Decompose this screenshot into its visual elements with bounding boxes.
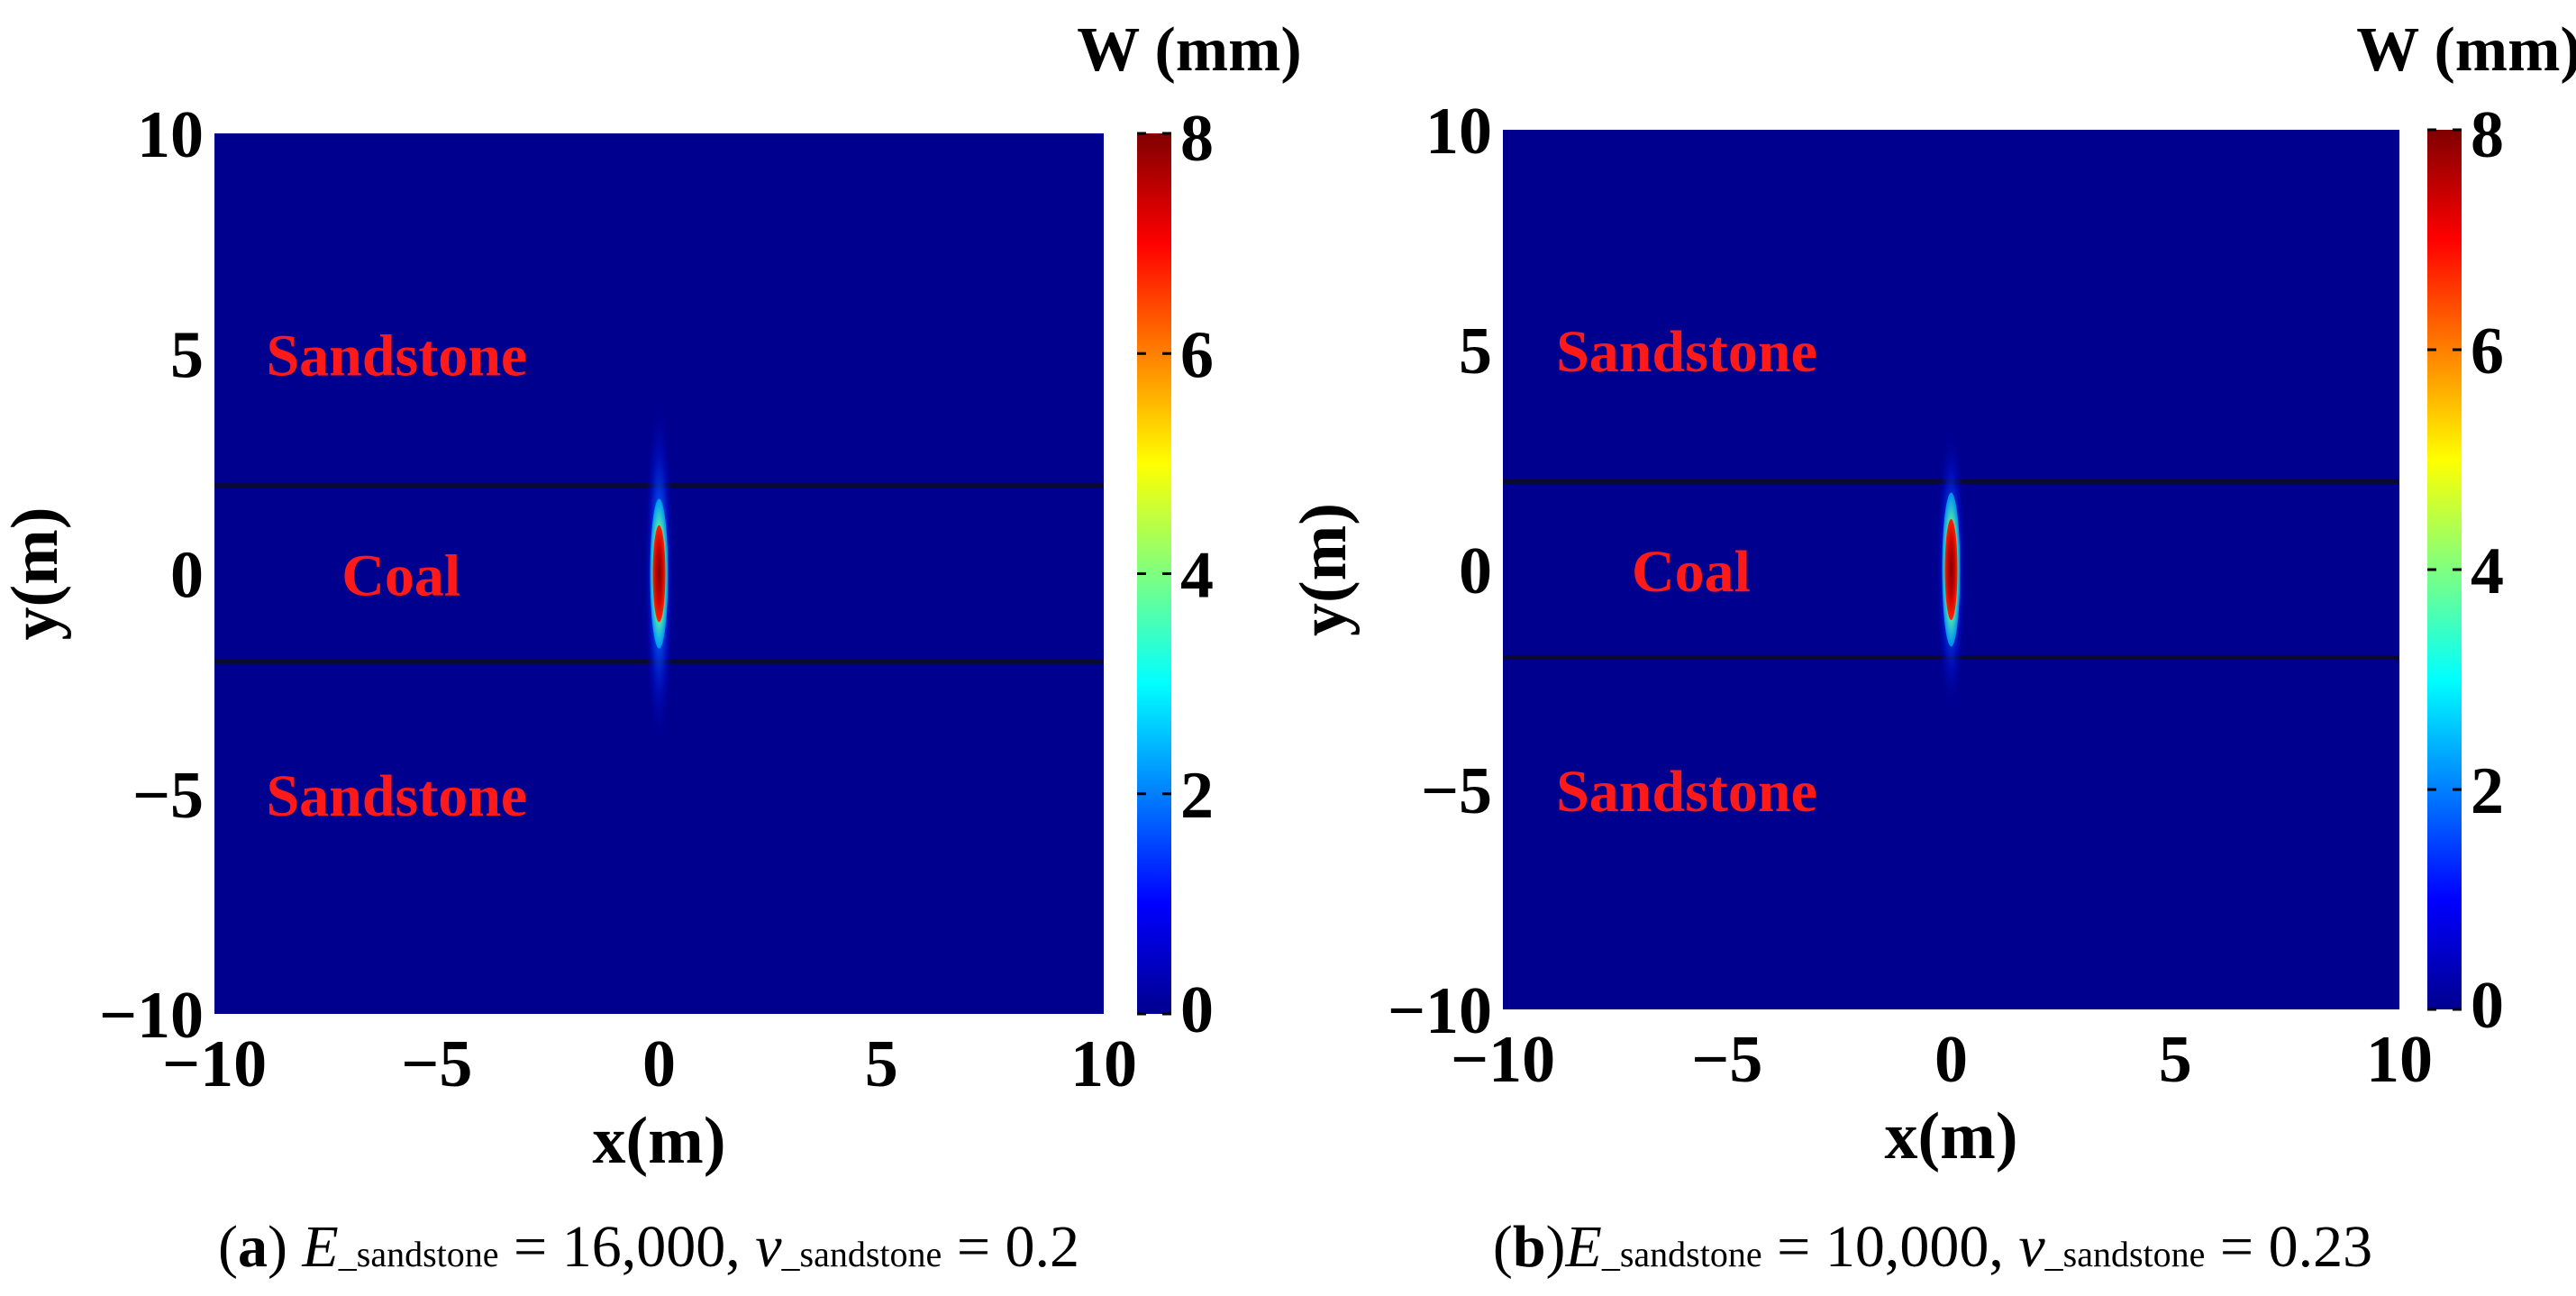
region-label-a-1: Coal xyxy=(341,543,460,609)
colorbar-title-a: W (mm) xyxy=(1077,15,1301,85)
x-tick-label-a-2: 0 xyxy=(642,1027,676,1101)
colorbar-tick-label-a-2: 4 xyxy=(1180,539,1214,613)
y-tick-label-a-1: −5 xyxy=(132,759,204,833)
region-label-b-0: Sandstone xyxy=(1556,319,1817,385)
region-label-a-0: Sandstone xyxy=(266,323,527,388)
caption-text-a: ( xyxy=(218,1214,238,1280)
caption-text-b: ( xyxy=(1493,1214,1513,1280)
caption-e-subscript-b: _sandstone xyxy=(1601,1234,1762,1274)
y-tick-label-b-2: 0 xyxy=(1459,534,1492,608)
caption-text-a: , xyxy=(725,1214,755,1280)
y-tick-label-b-1: −5 xyxy=(1421,754,1492,828)
caption-text-b: , xyxy=(1989,1214,2018,1280)
x-tick-label-a-0: −10 xyxy=(162,1027,267,1101)
caption-v-subscript-a: _sandstone xyxy=(781,1234,942,1274)
x-tick-label-b-2: 0 xyxy=(1934,1023,1968,1097)
region-label-b-2: Sandstone xyxy=(1556,759,1817,825)
region-label-b-1: Coal xyxy=(1632,539,1751,605)
x-axis-label-a: x(m) xyxy=(593,1104,726,1178)
caption-text-a: = xyxy=(499,1214,562,1280)
caption-text-b: ) xyxy=(1546,1214,1566,1280)
caption-v-subscript-b: _sandstone xyxy=(2044,1234,2206,1274)
caption-e-value-a: 16,000 xyxy=(562,1214,726,1280)
x-tick-label-b-4: 10 xyxy=(2366,1023,2433,1097)
x-tick-label-a-4: 10 xyxy=(1070,1027,1137,1101)
colorbar-tick-label-b-1: 2 xyxy=(2471,754,2504,828)
panel-b: Sandstone Coal Sandstone −10 −5 0 5 10 −10 −5 0 5 10… xyxy=(1287,15,2576,1280)
region-label-a-2: Sandstone xyxy=(266,763,527,829)
caption-text-a: = xyxy=(942,1214,1005,1280)
colorbar-tick-label-b-3: 6 xyxy=(2471,315,2504,388)
caption-text-b: = xyxy=(1762,1214,1825,1280)
x-tick-label-b-0: −10 xyxy=(1451,1023,1555,1097)
y-tick-label-a-2: 0 xyxy=(170,539,204,613)
x-tick-label-a-3: 5 xyxy=(865,1027,898,1101)
caption-v-value-b: 0.23 xyxy=(2269,1214,2373,1280)
colorbar-tick-label-b-0: 0 xyxy=(2471,969,2504,1043)
crack-core-b xyxy=(1944,518,1958,621)
x-tick-label-b-1: −5 xyxy=(1691,1023,1762,1097)
x-axis-label-b: x(m) xyxy=(1885,1100,2018,1173)
caption-label-b: b xyxy=(1513,1214,1546,1280)
caption-b: (b)E_sandstone = 10,000, v_sandstone = 0… xyxy=(1493,1214,2372,1280)
colorbar-tick-label-a-0: 0 xyxy=(1180,973,1214,1047)
caption-v-value-a: 0.2 xyxy=(1006,1214,1080,1280)
caption-v-symbol-a: v xyxy=(755,1214,782,1280)
y-tick-label-b-0: −10 xyxy=(1388,974,1492,1048)
colorbar-tick-label-b-4: 8 xyxy=(2471,98,2504,172)
crack-core-a xyxy=(652,525,666,623)
x-tick-label-a-1: −5 xyxy=(401,1027,472,1101)
y-tick-label-a-3: 5 xyxy=(170,318,204,392)
caption-e-value-b: 10,000 xyxy=(1825,1214,1989,1280)
colorbar-tick-label-b-2: 4 xyxy=(2471,534,2504,608)
y-tick-label-a-4: 10 xyxy=(137,98,204,172)
colorbar-tick-label-a-1: 2 xyxy=(1180,759,1214,833)
y-tick-label-b-4: 10 xyxy=(1425,95,1492,169)
colorbar-tick-label-a-3: 6 xyxy=(1180,318,1214,392)
panel-a: Sandstone Coal Sandstone −10 −5 0 5 10 −10 −5 0 5 10… xyxy=(0,15,1302,1280)
caption-v-symbol-b: v xyxy=(2018,1214,2045,1280)
caption-text-a: ) xyxy=(268,1214,302,1280)
y-tick-label-a-0: −10 xyxy=(99,979,204,1053)
caption-a: (a) E_sandstone = 16,000, v_sandstone = … xyxy=(218,1214,1079,1280)
x-tick-label-b-3: 5 xyxy=(2159,1023,2192,1097)
caption-e-symbol-a: E xyxy=(301,1214,338,1280)
caption-text-b: = xyxy=(2205,1214,2268,1280)
colorbar-tick-label-a-4: 8 xyxy=(1180,102,1214,176)
caption-e-subscript-a: _sandstone xyxy=(338,1234,499,1274)
colorbar-title-b: W (mm) xyxy=(2356,15,2576,85)
caption-e-symbol-b: E xyxy=(1565,1214,1602,1280)
caption-label-a: a xyxy=(238,1214,268,1280)
y-tick-label-b-3: 5 xyxy=(1459,315,1492,388)
y-axis-label-b: y(m) xyxy=(1287,503,1361,636)
y-axis-label-a: y(m) xyxy=(0,507,72,641)
